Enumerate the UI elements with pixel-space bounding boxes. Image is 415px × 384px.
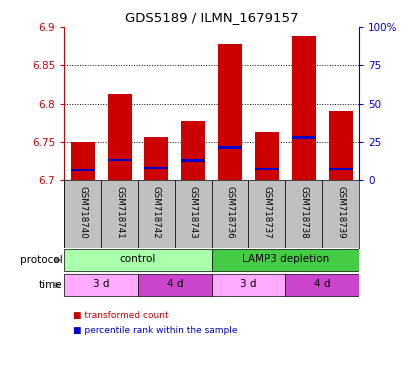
Bar: [71, 169, 95, 171]
Text: 3 d: 3 d: [240, 279, 257, 289]
Bar: [144, 137, 168, 180]
Bar: [71, 142, 95, 180]
FancyBboxPatch shape: [138, 180, 175, 248]
Text: GSM718739: GSM718739: [336, 186, 345, 239]
Bar: [107, 159, 132, 161]
Text: GSM718737: GSM718737: [262, 186, 271, 239]
Text: ■ transformed count: ■ transformed count: [73, 311, 168, 320]
FancyBboxPatch shape: [212, 274, 286, 296]
FancyBboxPatch shape: [212, 249, 359, 271]
Bar: [329, 111, 352, 180]
Text: GSM718736: GSM718736: [226, 186, 234, 239]
Text: ■ percentile rank within the sample: ■ percentile rank within the sample: [73, 326, 237, 335]
Text: time: time: [39, 280, 62, 290]
FancyBboxPatch shape: [64, 180, 101, 248]
Text: 4 d: 4 d: [166, 279, 183, 289]
FancyBboxPatch shape: [286, 180, 322, 248]
FancyBboxPatch shape: [212, 180, 249, 248]
FancyBboxPatch shape: [64, 274, 138, 296]
Text: GSM718743: GSM718743: [189, 186, 198, 239]
FancyBboxPatch shape: [322, 180, 359, 248]
Bar: [218, 44, 242, 180]
Bar: [255, 132, 279, 180]
Title: GDS5189 / ILMN_1679157: GDS5189 / ILMN_1679157: [125, 11, 298, 24]
FancyBboxPatch shape: [138, 274, 212, 296]
Text: 3 d: 3 d: [93, 279, 110, 289]
Text: protocol: protocol: [20, 255, 62, 265]
Bar: [292, 136, 316, 139]
FancyBboxPatch shape: [64, 249, 212, 271]
Text: GSM718741: GSM718741: [115, 186, 124, 239]
FancyBboxPatch shape: [101, 180, 138, 248]
Text: GSM718742: GSM718742: [152, 186, 161, 239]
FancyBboxPatch shape: [249, 180, 286, 248]
Bar: [181, 159, 205, 162]
Bar: [292, 36, 316, 180]
Bar: [107, 94, 132, 180]
Text: GSM718738: GSM718738: [299, 186, 308, 239]
Bar: [144, 167, 168, 169]
Text: GSM718740: GSM718740: [78, 186, 87, 239]
Text: 4 d: 4 d: [314, 279, 330, 289]
Bar: [255, 168, 279, 170]
FancyBboxPatch shape: [286, 274, 359, 296]
Bar: [181, 121, 205, 180]
FancyBboxPatch shape: [175, 180, 212, 248]
Text: LAMP3 depletion: LAMP3 depletion: [242, 254, 329, 264]
Text: control: control: [120, 254, 156, 264]
Bar: [329, 168, 352, 170]
Bar: [218, 146, 242, 149]
